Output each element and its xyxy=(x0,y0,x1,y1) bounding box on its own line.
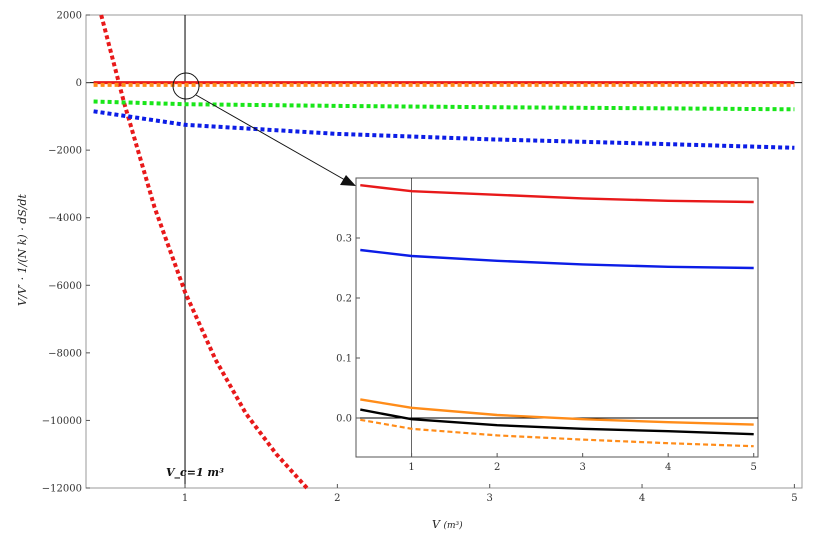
inset-x-tick-label: 3 xyxy=(579,462,585,473)
main-plot-frame xyxy=(85,14,803,489)
inset-frame xyxy=(355,177,759,458)
inset-series-0 xyxy=(360,184,754,204)
main-y-tick-label: 2000 xyxy=(57,11,82,22)
main-x-tick-label: 4 xyxy=(639,493,645,504)
inset-x-tick-label: 1 xyxy=(408,462,414,473)
main-y-tick-label: −10000 xyxy=(42,416,82,427)
inset-y-tick-label: 0.1 xyxy=(336,354,352,365)
main-x-tick-label: 2 xyxy=(334,493,340,504)
main-x-tick-label: 5 xyxy=(791,493,797,504)
inset-x-tick-label: 2 xyxy=(494,462,500,473)
inset-y-tick-label: 0.0 xyxy=(336,414,352,425)
main-y-tick-label: −12000 xyxy=(42,484,82,495)
zoom-arrow-line xyxy=(195,94,353,185)
vc-annotation: V_c=1 m³ xyxy=(166,466,224,480)
inset-series-1 xyxy=(360,248,754,270)
main-series-0 xyxy=(99,14,309,490)
inset-y-tick-label: 0.3 xyxy=(336,234,352,245)
main-y-tick-label: −4000 xyxy=(48,213,82,224)
main-y-tick-label: −8000 xyxy=(48,348,82,359)
inset-x-tick-label: 4 xyxy=(665,462,671,473)
zoom-circle xyxy=(172,72,200,100)
inset-x-tick-label: 5 xyxy=(751,462,757,473)
x-axis-label: V (m³) xyxy=(432,518,463,531)
inset-y-tick-label: 0.2 xyxy=(336,294,352,305)
main-series-2 xyxy=(93,99,795,112)
main-x-tick-label: 1 xyxy=(182,493,188,504)
main-x-tick-label: 3 xyxy=(487,493,493,504)
main-y-tick-label: 0 xyxy=(76,78,82,89)
inset-series-3 xyxy=(360,408,754,436)
main-y-tick-label: −2000 xyxy=(48,146,82,157)
main-y-tick-label: −6000 xyxy=(48,281,82,292)
main-series xyxy=(93,14,795,490)
zoom-arrow-head xyxy=(340,175,356,186)
inset-series-2 xyxy=(360,398,754,426)
inset-series-4 xyxy=(360,418,754,448)
y-axis-label: V/V′ · 1/(N k) · dS/dt xyxy=(16,193,29,305)
main-series-1 xyxy=(93,109,795,150)
inset-series xyxy=(360,184,754,448)
